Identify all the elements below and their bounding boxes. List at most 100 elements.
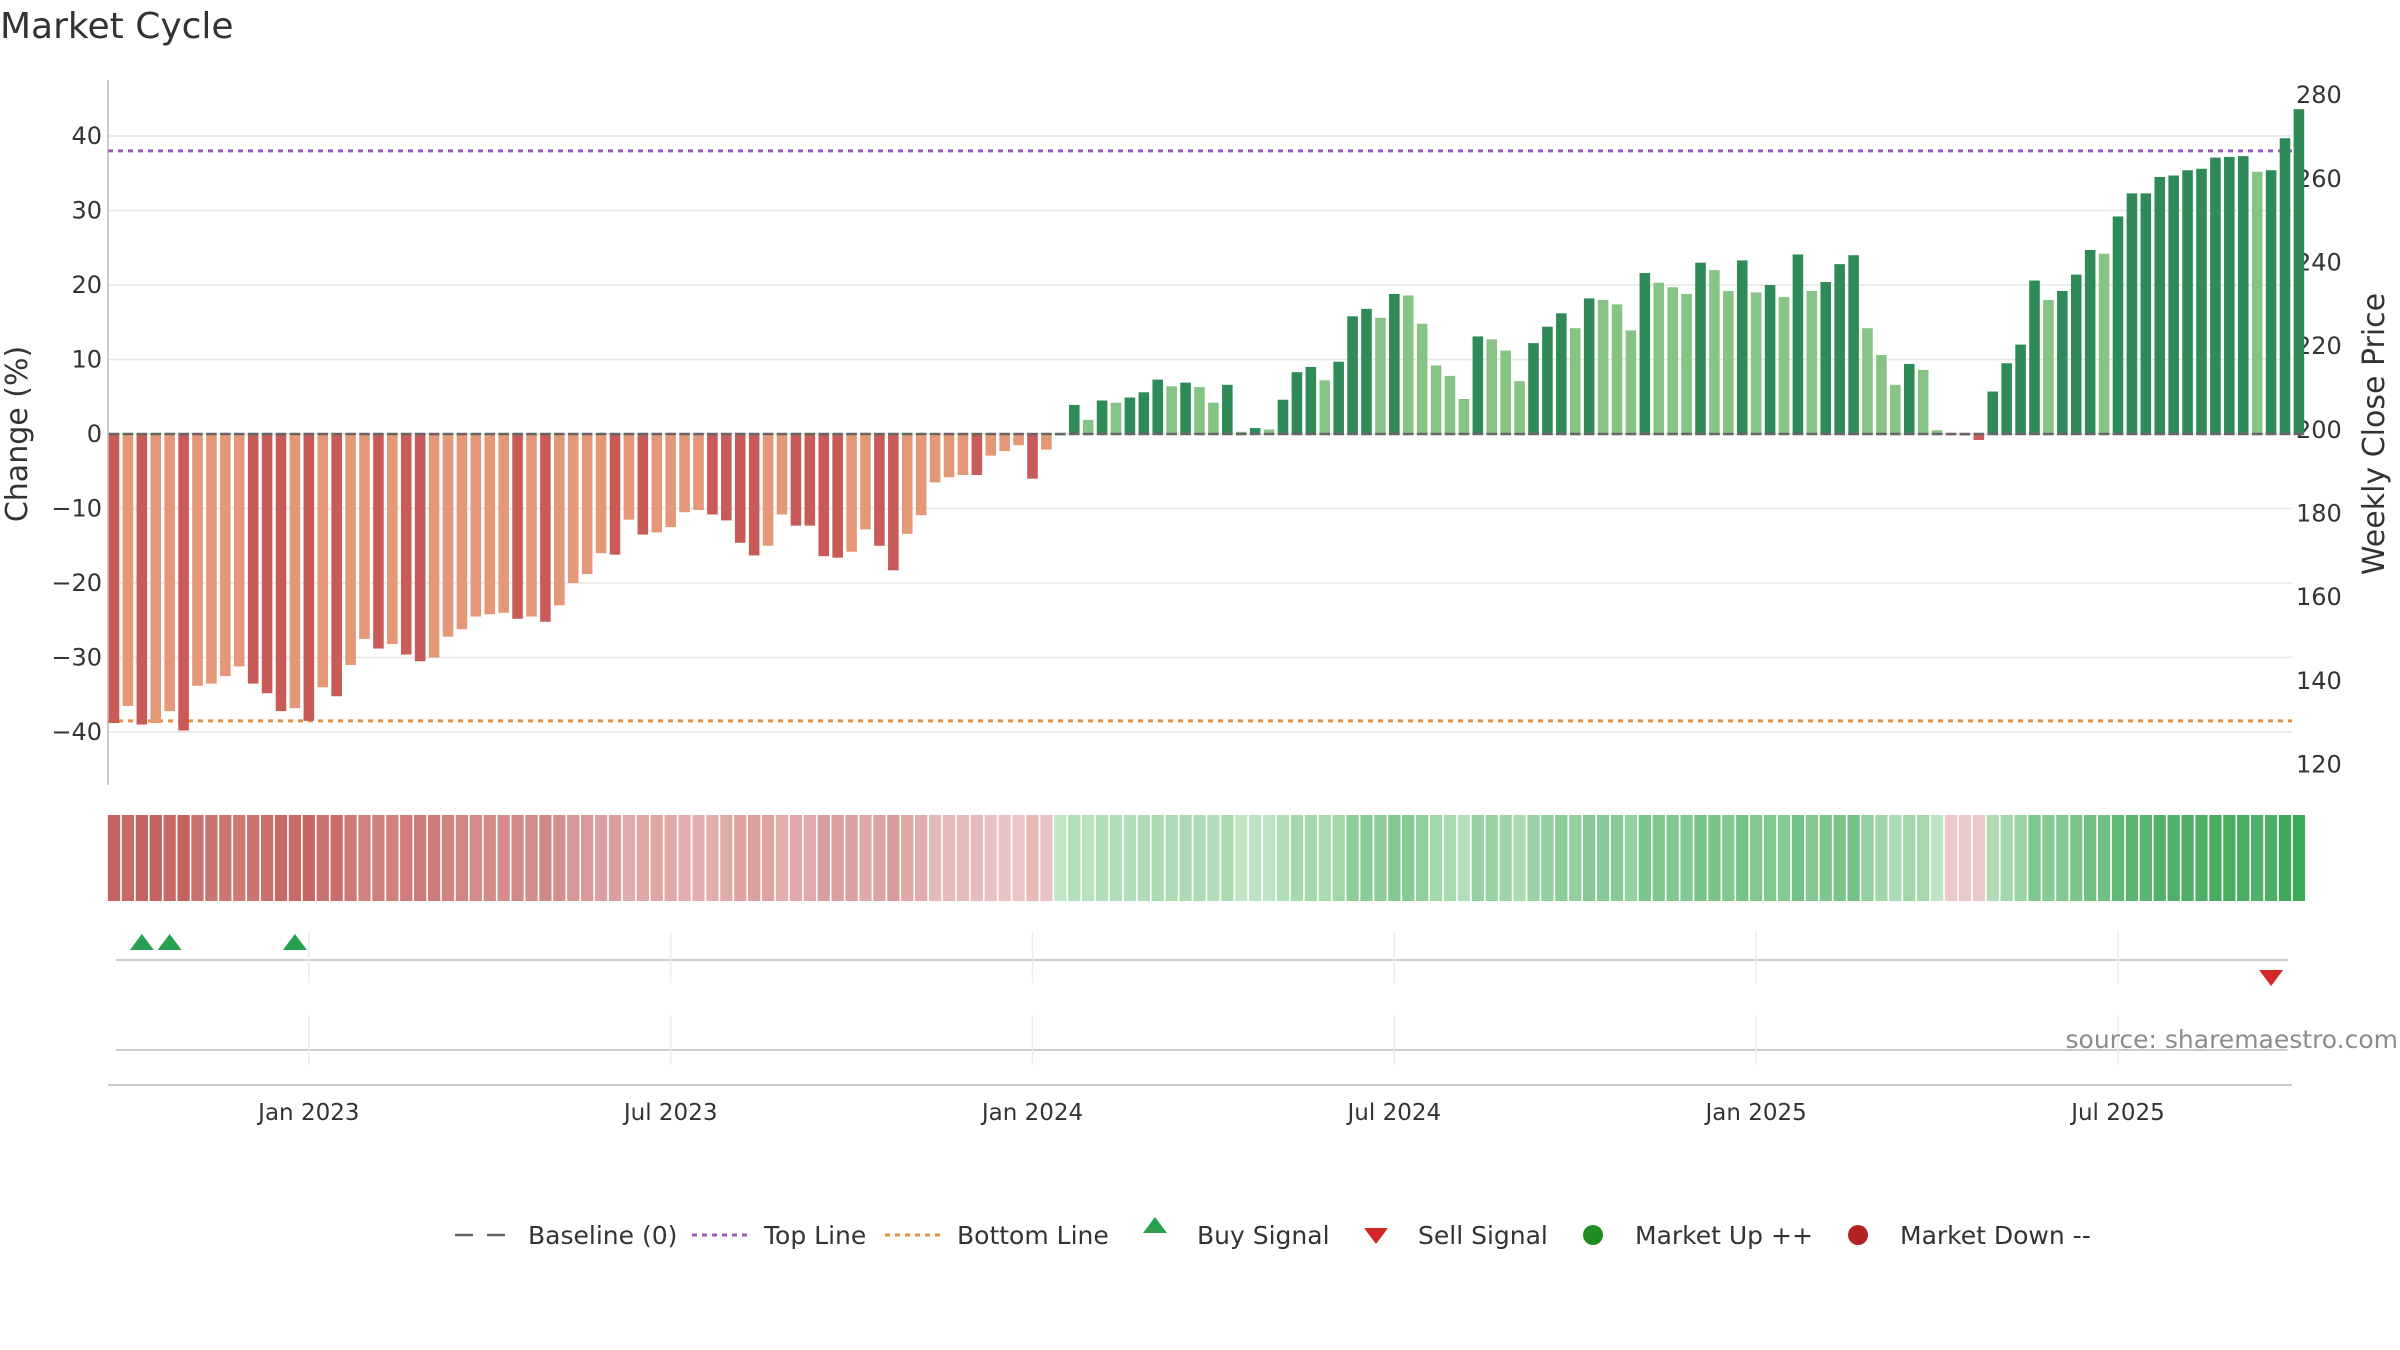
- source-label: source: sharemaestro.com: [2066, 1025, 2399, 1054]
- change-bar: [1750, 292, 1762, 434]
- change-bar: [874, 434, 885, 546]
- x-gridlines: [308, 932, 2119, 1065]
- momentum-cell: [1958, 815, 1972, 901]
- change-bar: [1416, 323, 1428, 434]
- x-tick-label: Jan 2023: [256, 1100, 359, 1126]
- momentum-cell: [1499, 815, 1512, 901]
- momentum-cell: [344, 815, 357, 901]
- momentum-cell: [942, 815, 956, 901]
- change-bar: [1333, 361, 1344, 434]
- x-axis-ticks: Jan 2023 Jul 2023 Jan 2024 Jul 2024 Jan 2025…: [256, 1100, 2165, 1126]
- change-bar: [971, 434, 983, 475]
- momentum-cell: [1694, 815, 1707, 901]
- change-bar: [387, 434, 398, 645]
- change-bar: [888, 434, 899, 571]
- momentum-cell: [400, 815, 413, 901]
- momentum-cell: [2056, 815, 2069, 901]
- momentum-cell: [1680, 815, 1693, 901]
- momentum-cell: [2167, 815, 2180, 901]
- momentum-cell: [2125, 815, 2139, 901]
- x-tick-label: Jan 2024: [980, 1100, 1083, 1126]
- momentum-cell: [149, 815, 162, 901]
- y-tick-label: 10: [71, 346, 102, 374]
- change-bar: [1778, 296, 1790, 434]
- change-bar: [1514, 381, 1525, 434]
- change-bar: [1723, 290, 1734, 434]
- momentum-cell: [1054, 815, 1067, 901]
- momentum-cell: [553, 815, 566, 901]
- momentum-cell: [998, 815, 1011, 901]
- momentum-cell: [1318, 815, 1331, 901]
- momentum-cell: [970, 815, 983, 901]
- change-bar: [1277, 399, 1289, 434]
- momentum-cell: [928, 815, 942, 901]
- momentum-cell: [1332, 815, 1345, 901]
- change-bar: [1667, 287, 1678, 434]
- change-bar: [2029, 280, 2040, 434]
- momentum-cell: [525, 815, 538, 901]
- change-bar: [1987, 391, 1999, 434]
- momentum-cell: [2028, 815, 2041, 901]
- legend-marker-circle: [1583, 1225, 1603, 1245]
- momentum-cell: [1151, 815, 1164, 901]
- momentum-cell: [358, 815, 371, 901]
- momentum-cell: [1666, 815, 1679, 901]
- momentum-cell: [441, 815, 455, 901]
- momentum-cell: [1304, 815, 1317, 901]
- change-bar: [2084, 249, 2096, 434]
- change-bar: [1583, 298, 1595, 434]
- momentum-cell: [873, 815, 886, 901]
- change-bar: [1500, 350, 1511, 434]
- momentum-cell: [1165, 815, 1178, 901]
- momentum-cell: [1012, 815, 1025, 901]
- momentum-cell: [1443, 815, 1457, 901]
- change-bar: [359, 434, 370, 639]
- momentum-cell: [205, 815, 218, 901]
- change-bar: [734, 434, 746, 543]
- momentum-cell: [372, 815, 385, 901]
- change-bar: [846, 434, 857, 552]
- momentum-cell: [1095, 815, 1109, 901]
- change-bar: [1082, 419, 1094, 434]
- momentum-cell: [2292, 815, 2306, 901]
- buy-signal-marker: [129, 934, 154, 950]
- y2-axis-label: Weekly Close Price: [2357, 293, 2392, 575]
- change-bar: [1764, 285, 1776, 434]
- change-bar: [2293, 109, 2305, 435]
- legend-marker-sell: [1364, 1228, 1388, 1244]
- y-tick-label: 20: [71, 271, 102, 299]
- momentum-cell: [1527, 815, 1540, 901]
- change-bars: [108, 109, 2305, 731]
- momentum-cell: [497, 815, 510, 901]
- change-bar: [1402, 295, 1414, 434]
- momentum-cell: [1638, 815, 1651, 901]
- change-bar: [1806, 290, 1818, 434]
- change-bar: [2182, 170, 2193, 434]
- momentum-cell: [1610, 815, 1624, 901]
- momentum-cell: [2153, 815, 2166, 901]
- momentum-cell: [1708, 815, 1721, 901]
- momentum-cell: [1388, 815, 1401, 901]
- change-bar: [1556, 313, 1567, 434]
- x-tick-label: Jul 2023: [622, 1100, 718, 1126]
- momentum-cell: [1972, 815, 1985, 901]
- legend-label: Baseline (0): [528, 1221, 677, 1250]
- legend-label: Top Line: [763, 1221, 866, 1250]
- momentum-cell: [1193, 815, 1206, 901]
- change-bar: [428, 434, 440, 658]
- y-tick-label: 30: [71, 197, 102, 225]
- change-bar: [581, 434, 593, 575]
- change-bar: [1124, 397, 1136, 434]
- change-bar: [554, 434, 565, 606]
- change-bar: [2001, 363, 2012, 434]
- y-axis-label: Change (%): [0, 346, 35, 522]
- change-bar: [2168, 175, 2179, 435]
- change-bar: [2210, 157, 2221, 435]
- momentum-cell: [1123, 815, 1137, 901]
- momentum-cell: [1040, 815, 1053, 901]
- momentum-cell: [1875, 815, 1888, 901]
- y2-tick-label: 140: [2296, 667, 2342, 695]
- change-bar: [2098, 253, 2110, 434]
- change-bar: [762, 434, 774, 546]
- change-bar: [2015, 344, 2026, 434]
